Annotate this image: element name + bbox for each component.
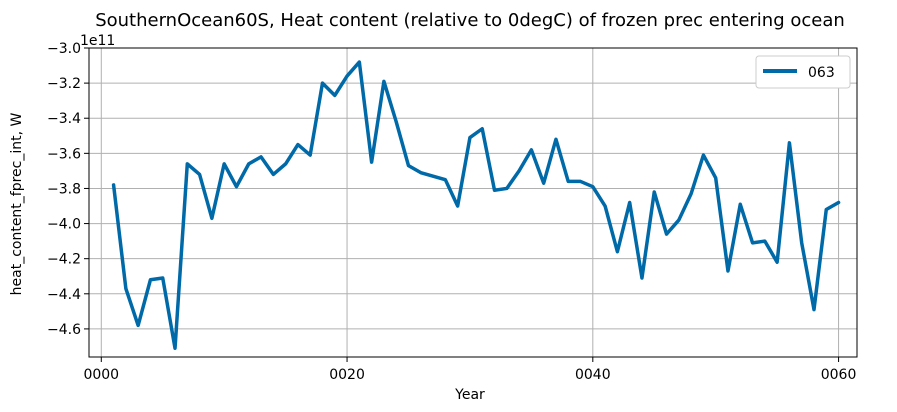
y-offset-label: 1e11 bbox=[80, 33, 115, 49]
series-line bbox=[111, 60, 841, 350]
y-axis-label: heat_content_fprec_int, W bbox=[9, 112, 25, 295]
legend: 063 bbox=[755, 55, 851, 89]
y-tick-label: −4.4 bbox=[47, 287, 81, 303]
y-tick-label: −4.6 bbox=[47, 322, 81, 338]
x-axis-label: Year bbox=[454, 387, 485, 403]
x-tick-label: 0060 bbox=[821, 367, 857, 383]
y-tick-label: −3.2 bbox=[47, 76, 81, 92]
series-layer bbox=[111, 60, 841, 350]
y-axis: −4.6 −4.4 −4.2 −4.0 −3.8 −3.6 −3.4 −3.2 −3.0 bbox=[47, 41, 89, 338]
legend-box bbox=[755, 55, 851, 89]
y-tick-label: −3.6 bbox=[47, 146, 81, 162]
x-tick-label: 0000 bbox=[83, 367, 119, 383]
y-tick-label: −4.0 bbox=[47, 217, 81, 233]
y-tick-label: −3.8 bbox=[47, 181, 81, 197]
plot-frame bbox=[88, 47, 858, 358]
chart-title: SouthernOcean60S, Heat content (relative… bbox=[95, 10, 845, 31]
x-tick-label: 0020 bbox=[329, 367, 365, 383]
x-tick-label: 0040 bbox=[575, 367, 611, 383]
y-tick-label: −3.4 bbox=[47, 111, 81, 127]
grid bbox=[89, 47, 857, 357]
y-tick-label: −4.2 bbox=[47, 252, 81, 268]
legend-label: 063 bbox=[808, 65, 835, 81]
x-axis: 0000 0020 0040 0060 bbox=[83, 357, 856, 383]
y-tick-label: −3.0 bbox=[47, 41, 81, 57]
